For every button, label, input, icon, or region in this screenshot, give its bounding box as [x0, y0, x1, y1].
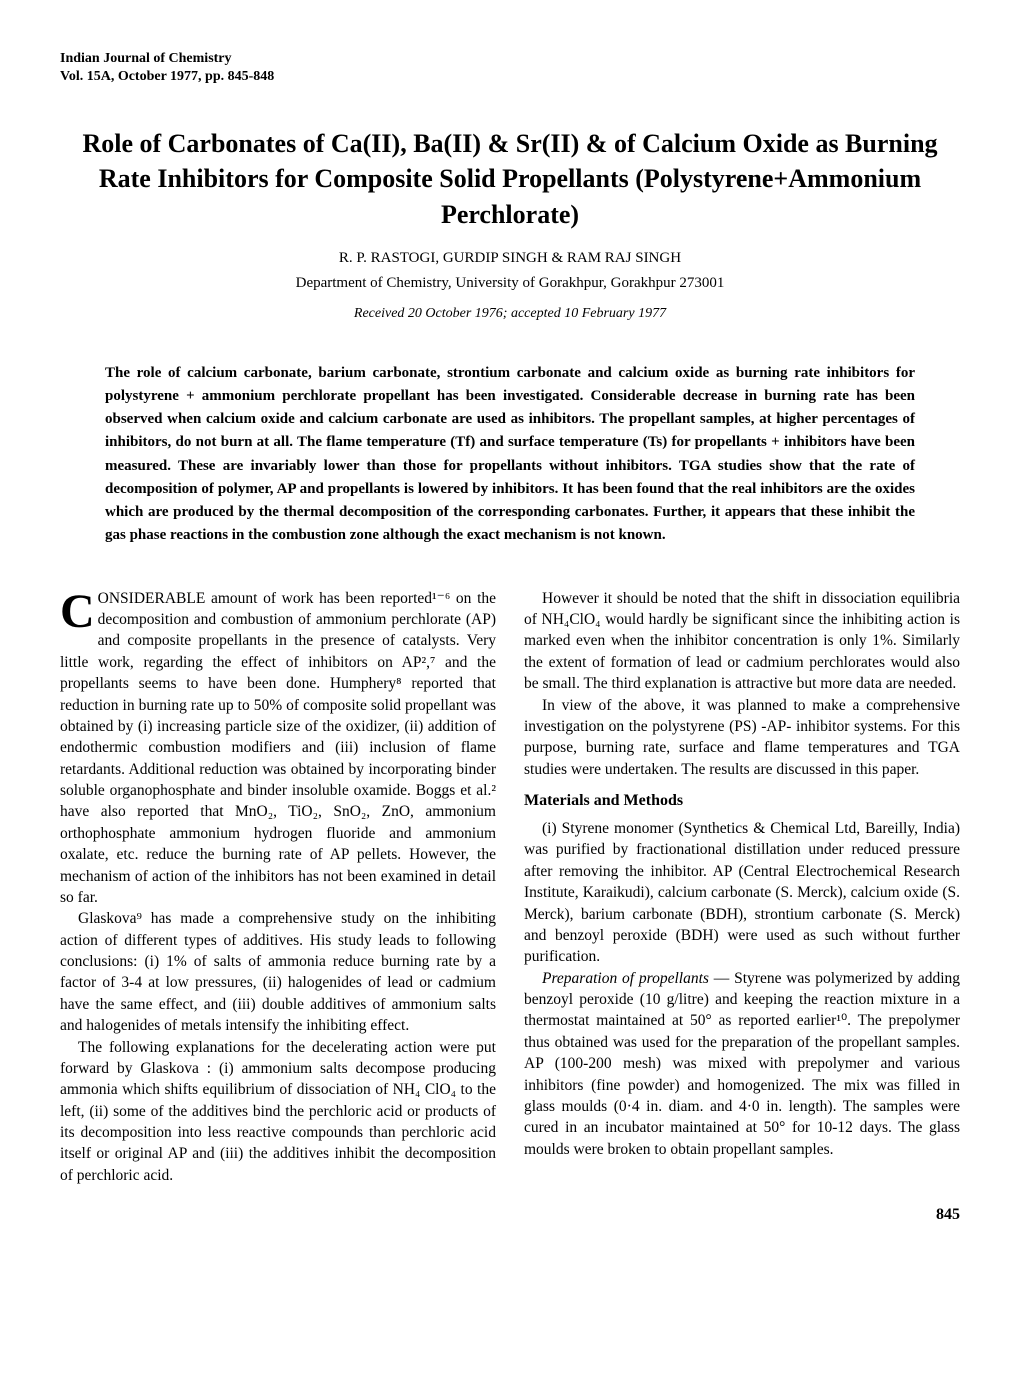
- received-accepted-dates: Received 20 October 1976; accepted 10 Fe…: [60, 306, 960, 322]
- journal-header: Indian Journal of Chemistry Vol. 15A, Oc…: [60, 50, 960, 86]
- page-number: 845: [60, 1206, 960, 1224]
- right-column: However it should be noted that the shif…: [524, 588, 960, 1187]
- journal-name: Indian Journal of Chemistry: [60, 50, 960, 68]
- paragraph-text: ONSIDERABLE amount of work has been repo…: [60, 590, 496, 906]
- affiliation: Department of Chemistry, University of G…: [60, 275, 960, 292]
- body-paragraph: Preparation of propellants — Styrene was…: [524, 968, 960, 1160]
- body-paragraph: (i) Styrene monomer (Synthetics & Chemic…: [524, 818, 960, 968]
- body-paragraph: CONSIDERABLE amount of work has been rep…: [60, 588, 496, 909]
- abstract: The role of calcium carbonate, barium ca…: [60, 362, 960, 548]
- body-columns: CONSIDERABLE amount of work has been rep…: [60, 588, 960, 1187]
- body-paragraph: Glaskova⁹ has made a comprehensive study…: [60, 908, 496, 1036]
- body-paragraph: In view of the above, it was planned to …: [524, 695, 960, 781]
- paragraph-prefix: Preparation of propellants: [542, 970, 709, 987]
- section-heading: Materials and Methods: [524, 790, 960, 812]
- dropcap: C: [60, 588, 98, 633]
- left-column: CONSIDERABLE amount of work has been rep…: [60, 588, 496, 1187]
- journal-volume: Vol. 15A, October 1977, pp. 845-848: [60, 68, 960, 86]
- body-paragraph: However it should be noted that the shif…: [524, 588, 960, 695]
- paragraph-text: — Styrene was polymerized by adding benz…: [524, 970, 960, 1158]
- body-paragraph: The following explanations for the decel…: [60, 1037, 496, 1187]
- authors: R. P. RASTOGI, GURDIP SINGH & RAM RAJ SI…: [60, 250, 960, 267]
- article-title: Role of Carbonates of Ca(II), Ba(II) & S…: [60, 126, 960, 231]
